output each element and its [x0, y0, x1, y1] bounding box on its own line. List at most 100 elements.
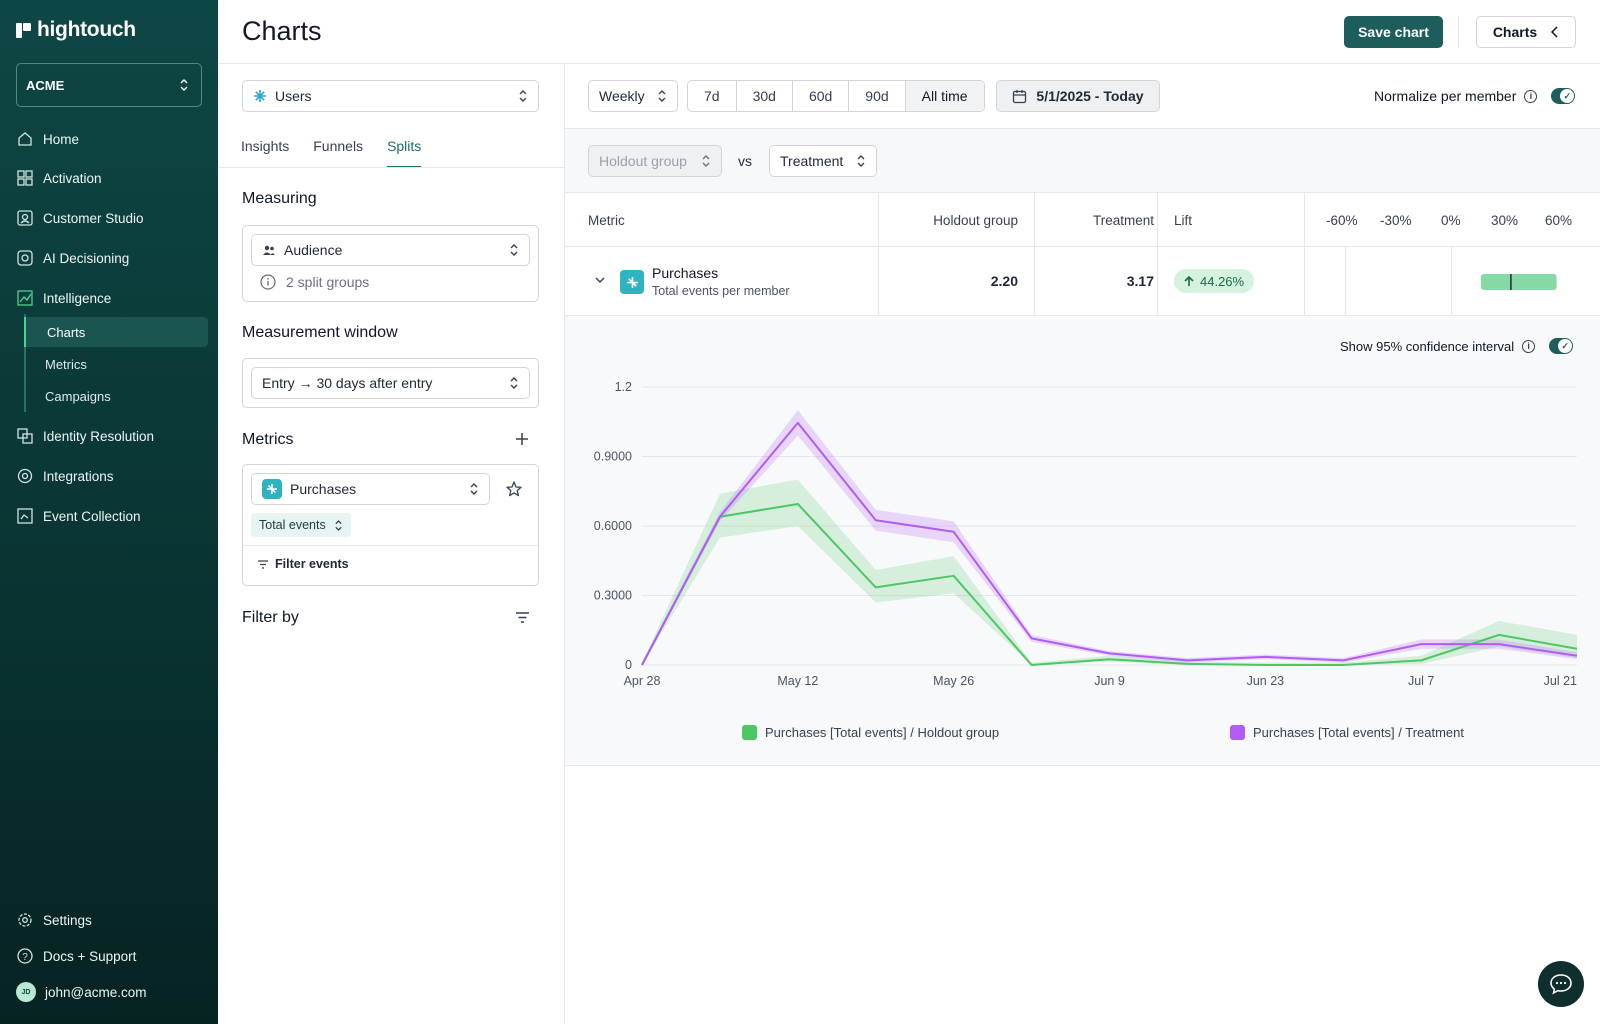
workspace-name: ACME	[26, 77, 65, 93]
svg-text:?: ?	[22, 952, 28, 963]
header-divider	[1458, 16, 1459, 48]
snowflake-icon	[254, 90, 266, 102]
metric-type-icon	[620, 270, 644, 294]
nav-item-customer-studio[interactable]: Customer Studio	[16, 203, 212, 233]
identity-icon	[17, 428, 33, 444]
save-chart-button[interactable]: Save chart	[1344, 16, 1443, 48]
chat-support-button[interactable]	[1538, 961, 1584, 1007]
legend-swatch	[1230, 725, 1245, 740]
chevron-updown-icon	[702, 155, 710, 167]
lift-tick-label: 30%	[1491, 212, 1519, 228]
lift-tick-label: 60%	[1545, 212, 1573, 228]
x-tick-label: Jul 7	[1408, 674, 1434, 688]
chat-icon	[1550, 974, 1572, 995]
sidebar-item-metrics[interactable]: Metrics	[26, 349, 210, 379]
date-range-button[interactable]: 5/1/2025 - Today	[996, 80, 1160, 112]
tab-funnels[interactable]: Funnels	[313, 138, 364, 154]
nav-item-settings[interactable]: Settings	[16, 905, 212, 935]
nav-item-home[interactable]: Home	[16, 124, 212, 154]
baseline-group-value: Holdout group	[599, 153, 687, 169]
chevron-updown-icon	[857, 155, 865, 167]
chevron-left-icon	[1551, 26, 1558, 38]
chevron-updown-icon	[335, 519, 342, 531]
row-treatment-value: 3.17	[1126, 273, 1154, 289]
user-menu[interactable]: JD john@acme.com	[16, 977, 212, 1007]
measurement-window-select[interactable]: Entry → 30 days after entry	[251, 367, 530, 399]
nav-item-docs-support[interactable]: ? Docs + Support	[16, 941, 212, 971]
table-header-divider	[565, 246, 1600, 247]
ai-icon	[17, 250, 33, 266]
row-holdout-value: 2.20	[990, 273, 1018, 289]
aggregation-select[interactable]: Total events	[251, 513, 351, 537]
audience-select[interactable]: Audience	[251, 234, 530, 266]
charts-button-label: Charts	[1492, 24, 1538, 40]
panel-divider	[564, 63, 565, 1024]
nav-label: Identity Resolution	[43, 428, 155, 444]
sidebar-item-campaigns[interactable]: Campaigns	[26, 381, 210, 411]
normalize-toggle[interactable]	[1551, 88, 1576, 104]
x-tick-label: May 12	[777, 674, 818, 688]
range-60d[interactable]: 60d	[793, 81, 850, 111]
chevron-updown-icon	[180, 79, 188, 91]
brand-logo[interactable]: hightouch	[16, 18, 136, 42]
info-icon: i	[1522, 339, 1536, 353]
filter-by-title: Filter by	[242, 609, 299, 626]
legend-swatch	[742, 725, 757, 740]
star-icon[interactable]	[505, 480, 523, 498]
aggregation-value: Total events	[259, 518, 326, 532]
nav-item-activation[interactable]: Activation	[16, 163, 212, 193]
nav-item-event-collection[interactable]: Event Collection	[16, 501, 212, 531]
filter-icon[interactable]	[516, 612, 529, 623]
chevron-updown-icon	[510, 377, 518, 389]
sidebar-item-charts[interactable]: Charts	[24, 317, 208, 347]
nav-item-ai-decisioning[interactable]: AI Decisioning	[16, 243, 212, 273]
row-metric-sub: Total events per member	[652, 284, 790, 298]
tabs-divider	[218, 167, 564, 168]
nav-label: Home	[43, 131, 80, 147]
chevron-updown-icon	[658, 90, 666, 102]
calendar-icon	[1013, 89, 1027, 103]
tab-insights[interactable]: Insights	[241, 138, 290, 154]
column-header-metric: Metric	[588, 212, 625, 228]
measuring-title: Measuring	[242, 190, 317, 207]
range-7d[interactable]: 7d	[688, 81, 737, 111]
column-header-treatment: Treatment	[1092, 212, 1154, 228]
range-30d[interactable]: 30d	[737, 81, 793, 111]
column-header-lift: Lift	[1174, 212, 1193, 228]
x-tick-label: Jul 21	[1544, 674, 1577, 688]
granularity-select[interactable]: Weekly	[588, 80, 678, 112]
range-all-time[interactable]: All time	[905, 81, 984, 111]
add-metric-icon[interactable]	[515, 432, 529, 446]
chevron-down-icon[interactable]	[594, 276, 606, 284]
metric-select[interactable]: Purchases	[251, 473, 490, 505]
nav-label: Event Collection	[43, 508, 141, 524]
range-90d[interactable]: 90d	[849, 81, 906, 111]
arrow-up-icon	[1184, 275, 1194, 286]
vs-label: vs	[738, 153, 752, 169]
brand-name: hightouch	[37, 18, 136, 41]
settings-label: Settings	[43, 912, 92, 928]
table-col-divider	[1304, 193, 1305, 316]
baseline-group-select[interactable]: Holdout group	[588, 145, 722, 177]
sub-label: Campaigns	[45, 388, 111, 404]
user-email: john@acme.com	[45, 984, 147, 1000]
filter-events-button[interactable]: Filter events	[258, 557, 349, 571]
x-tick-label: Jun 9	[1094, 674, 1125, 688]
header-border	[218, 63, 1600, 64]
y-tick-label: 1.2	[615, 380, 632, 394]
treatment-group-select[interactable]: Treatment	[769, 145, 877, 177]
parent-model-select[interactable]: Users	[242, 80, 539, 112]
workspace-selector[interactable]: ACME	[16, 63, 202, 107]
table-col-divider	[1157, 193, 1158, 316]
legend-label: Purchases [Total events] / Holdout group	[765, 725, 1000, 740]
confidence-interval-control: Show 95% confidence interval i	[1340, 338, 1574, 354]
nav-item-identity-resolution[interactable]: Identity Resolution	[16, 421, 212, 451]
tab-splits[interactable]: Splits	[387, 138, 422, 168]
audience-value: Audience	[284, 242, 343, 258]
confidence-interval-toggle[interactable]	[1549, 338, 1574, 354]
metric-name: Purchases	[290, 481, 357, 497]
lift-grid-line	[1345, 247, 1346, 315]
charts-panel-button[interactable]: Charts	[1476, 16, 1576, 48]
nav-item-intelligence[interactable]: Intelligence	[16, 283, 212, 313]
nav-item-integrations[interactable]: Integrations	[16, 461, 212, 491]
